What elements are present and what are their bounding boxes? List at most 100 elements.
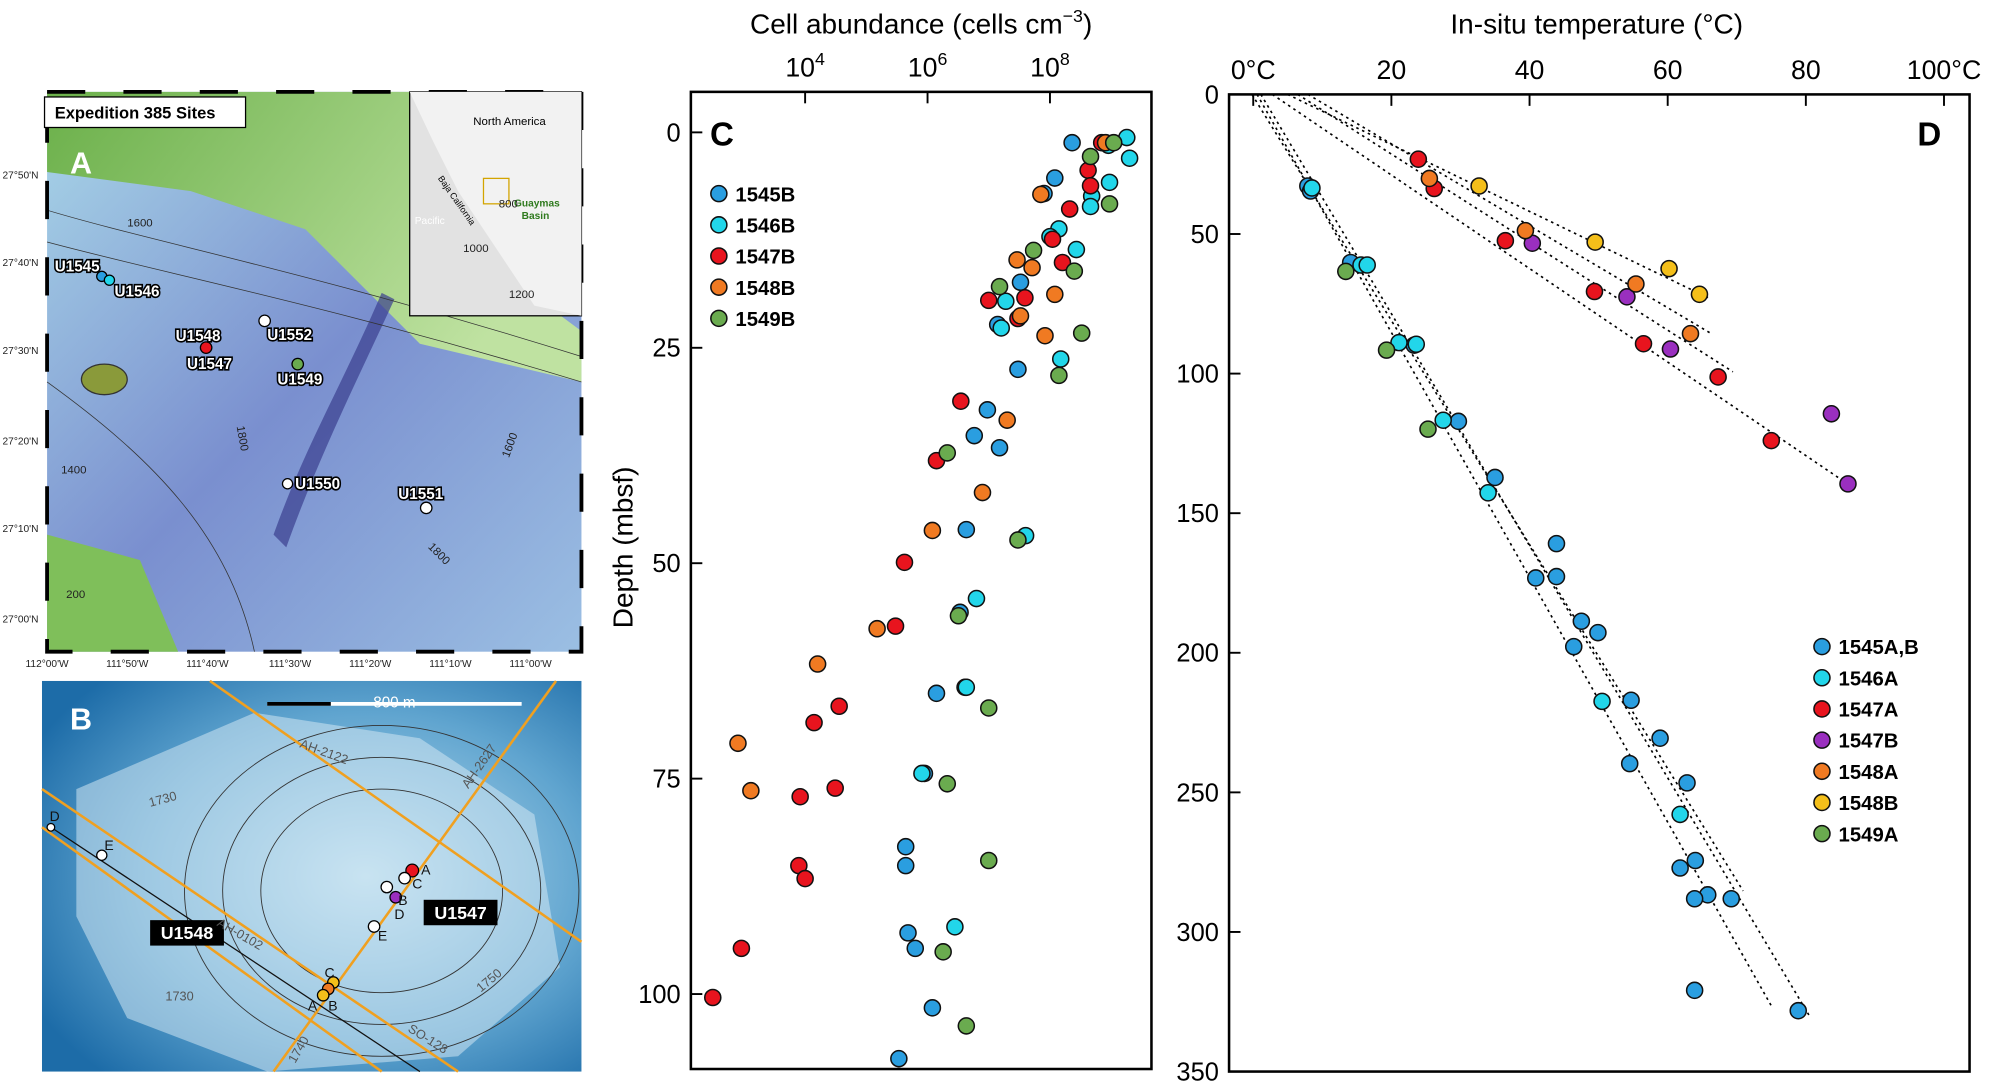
contour-label: 1800 [234,425,250,452]
data-point [1564,637,1583,656]
inset-box [482,177,510,205]
survey-area [76,712,560,1072]
data-point [1762,431,1781,450]
data-point [805,713,823,732]
data-point [1067,240,1086,259]
data-point [1685,889,1704,908]
site-label: U1547 [434,903,487,923]
site-box [423,899,498,926]
legend-label: 1545B [735,184,795,206]
data-point [1046,169,1064,187]
site-label: U1546 [115,284,160,301]
transect [50,826,421,1073]
data-point [1016,289,1034,307]
data-point [1690,285,1709,304]
data-point [808,655,827,673]
x-tick-label-base: 10 [785,53,815,83]
map-b: 800 m B U1548 U1547 AH-2122 AH-2627 AH-0… [41,679,583,1073]
data-point [1009,531,1027,549]
x-tick-label-base: 10 [908,53,938,83]
data-point [1407,335,1426,354]
y-tick-label: 50 [1191,221,1219,249]
data-point [990,438,1009,457]
data-point [1104,133,1123,152]
data-point [998,411,1016,429]
x-tick-label-exponent: 6 [937,49,947,69]
inset-label: North America [473,116,546,128]
data-point [703,988,722,1007]
plots: 104 106 10802550751001545B1546B1547B1548B1… [638,49,1981,1082]
data-point [1572,612,1591,631]
data-point [1627,275,1645,293]
data-point [1479,484,1497,502]
data-point [1303,179,1321,197]
data-point [895,553,914,572]
trough [273,292,395,548]
site-marker [419,501,433,515]
data-point [890,1049,908,1068]
data-point [1586,233,1604,251]
legend-label: 1545A,B [1839,637,1919,659]
data-point [1526,569,1545,587]
data-point [1661,340,1680,358]
lon-label: 111°00'W [509,659,552,670]
data-point [1547,567,1566,586]
data-point [1434,411,1452,430]
y-tick-label: 75 [652,766,680,794]
x-tick-label: 108 [1030,49,1070,82]
site-label: U1548 [161,923,214,943]
contour-label: 1400 [61,465,86,477]
x-axis-title-end: ) [1083,8,1092,39]
lat-label: 27°10'N [3,524,39,535]
data-point [1678,774,1696,792]
hole-marker [316,988,330,1002]
data-point [1081,147,1100,166]
data-point [1072,324,1091,342]
hole-label: A [421,861,431,877]
contour-line [46,381,255,652]
data-point [957,678,976,697]
data-point [1839,475,1857,493]
fit-line [1307,93,1712,335]
data-point [1065,262,1084,280]
contour-label: 1730 [165,988,193,1003]
fit-line [1251,93,1744,892]
data-point [1120,149,1139,167]
lon-label: 111°20'W [349,659,392,670]
data-point [1618,288,1636,306]
data-point [1685,981,1704,1000]
lat-label: 27°00'N [3,614,39,625]
panel-label: D [1917,116,1941,153]
data-point [1496,231,1515,250]
data-point [732,939,751,958]
legend-label: 1547A [1839,700,1899,722]
data-point [990,277,1009,296]
x-tick-label: 60 [1653,55,1683,85]
x-tick-label-exponent: 8 [1060,49,1070,69]
hole-label: E [378,928,387,944]
x-tick-label: 80 [1791,55,1821,85]
data-point [997,292,1015,311]
x-tick-label: 40 [1515,55,1545,85]
data-point [1634,334,1653,353]
legend-marker [1813,762,1831,781]
data-point [886,617,905,635]
legend-label: 1546A [1839,668,1899,690]
data-point [1008,251,1026,269]
hole-marker [96,849,108,861]
x-tick-label-base: 0°C [1231,55,1276,85]
lat-label: 27°30'N [3,346,39,357]
hole-label: C [324,964,334,980]
data-point [1081,197,1100,216]
data-point [1622,691,1640,710]
y-tick-label: 350 [1176,1058,1218,1082]
data-point [896,837,915,856]
x-axis-title: In-situ temperature (°C) [1450,8,1743,39]
data-point [1722,889,1741,908]
data-point [1686,851,1705,870]
site-label: U1549 [277,372,322,389]
lat-label: 27°40'N [3,258,39,269]
data-point [899,924,917,942]
data-point [979,851,998,870]
contour-label: 1200 [509,289,534,301]
